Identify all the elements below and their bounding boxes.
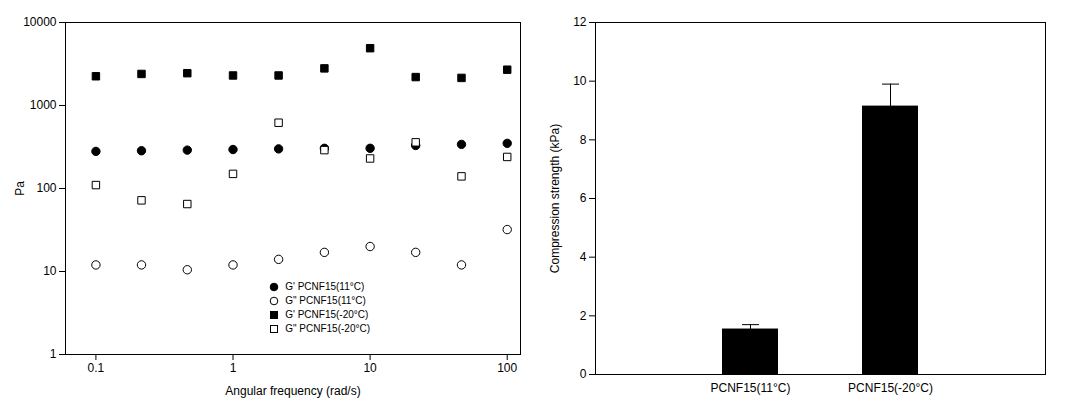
svg-text:Angular frequency (rad/s): Angular frequency (rad/s)	[225, 384, 360, 398]
svg-text:10: 10	[43, 264, 57, 278]
svg-text:6: 6	[580, 191, 587, 205]
svg-text:10: 10	[363, 361, 377, 375]
svg-text:12: 12	[573, 15, 587, 29]
svg-text:10: 10	[573, 74, 587, 88]
svg-text:8: 8	[580, 133, 587, 147]
html-text:G" PCNF15(11°C): G" PCNF15(11°C)	[285, 295, 366, 306]
svg-text:0.1: 0.1	[88, 361, 105, 375]
svg-text:10000: 10000	[23, 15, 57, 29]
svg-text:100: 100	[497, 361, 517, 375]
html-text:G' PCNF15(11°C): G' PCNF15(11°C)	[285, 281, 365, 292]
svg-text:1000: 1000	[30, 98, 57, 112]
svg-text:2: 2	[580, 309, 587, 323]
svg-text:1: 1	[50, 347, 57, 361]
svg-text:PCNF15(-20°C): PCNF15(-20°C)	[848, 381, 933, 395]
svg-text:4: 4	[580, 250, 587, 264]
html-text:G' PCNF15(-20°C): G' PCNF15(-20°C)	[285, 309, 369, 320]
svg-text:0: 0	[580, 367, 587, 381]
svg-text:100: 100	[36, 181, 56, 195]
svg-text:1: 1	[230, 361, 237, 375]
svg-text:Compression strength (kPa): Compression strength (kPa)	[548, 124, 562, 273]
html-text:G" PCNF15(-20°C): G" PCNF15(-20°C)	[285, 323, 370, 334]
svg-text:Pa: Pa	[13, 181, 27, 196]
svg-text:PCNF15(11°C): PCNF15(11°C)	[711, 381, 791, 395]
